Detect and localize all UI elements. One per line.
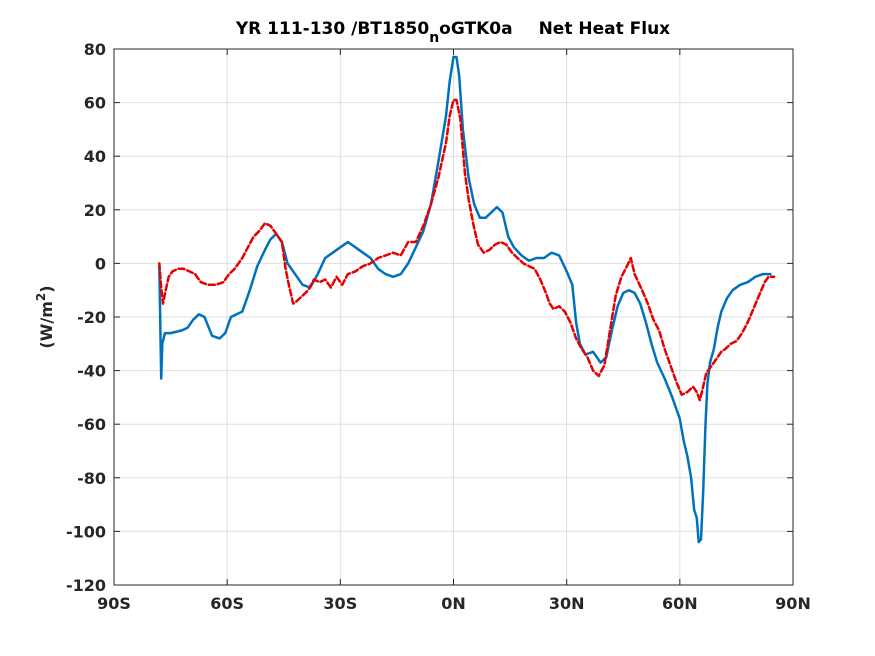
x-tick-label: 90S [97, 594, 131, 613]
chart-title: YR 111-130 /BT1850noGTK0a Net Heat Flux [235, 19, 670, 46]
x-tick-label: 60S [210, 594, 244, 613]
y-tick-label: -100 [66, 522, 106, 541]
x-tick-labels: 90S 60S 30S 0N 30N 60N 90N [97, 594, 811, 613]
y-tick-label: -120 [66, 576, 106, 595]
y-axis-label-superscript: 2 [34, 293, 48, 301]
series-layer [158, 55, 776, 544]
chart-title-subscript: n [429, 30, 439, 46]
y-tick-labels: -120 -100 -80 -60 -40 -20 0 20 40 60 80 [66, 40, 106, 595]
y-tick-label: 0 [95, 254, 106, 273]
y-tick-label: -20 [77, 308, 106, 327]
y-tick-label: 40 [84, 147, 106, 166]
y-axis-label-after: ) [37, 285, 56, 292]
y-tick-label: -80 [77, 469, 106, 488]
y-axis-label: (W/m2) [34, 285, 56, 348]
x-tick-label: 60N [662, 594, 698, 613]
y-tick-label: 20 [84, 201, 106, 220]
series-line-1 [158, 55, 772, 544]
x-tick-label: 30N [549, 594, 585, 613]
series-line-2 [158, 98, 776, 402]
chart-title-main: YR 111-130 /BT1850 [235, 19, 430, 39]
y-tick-label: 60 [84, 94, 106, 113]
x-tick-label: 90N [775, 594, 811, 613]
ticks [113, 48, 794, 586]
y-axis-label-main: (W/m [37, 301, 56, 348]
y-tick-label: -40 [77, 362, 106, 381]
chart-title-suffix: Net Heat Flux [539, 19, 671, 39]
y-tick-label: 80 [84, 40, 106, 59]
x-tick-label: 30S [323, 594, 357, 613]
chart-title-after: oGTK0a [439, 19, 512, 39]
x-tick-label: 0N [441, 594, 466, 613]
y-tick-label: -60 [77, 415, 106, 434]
